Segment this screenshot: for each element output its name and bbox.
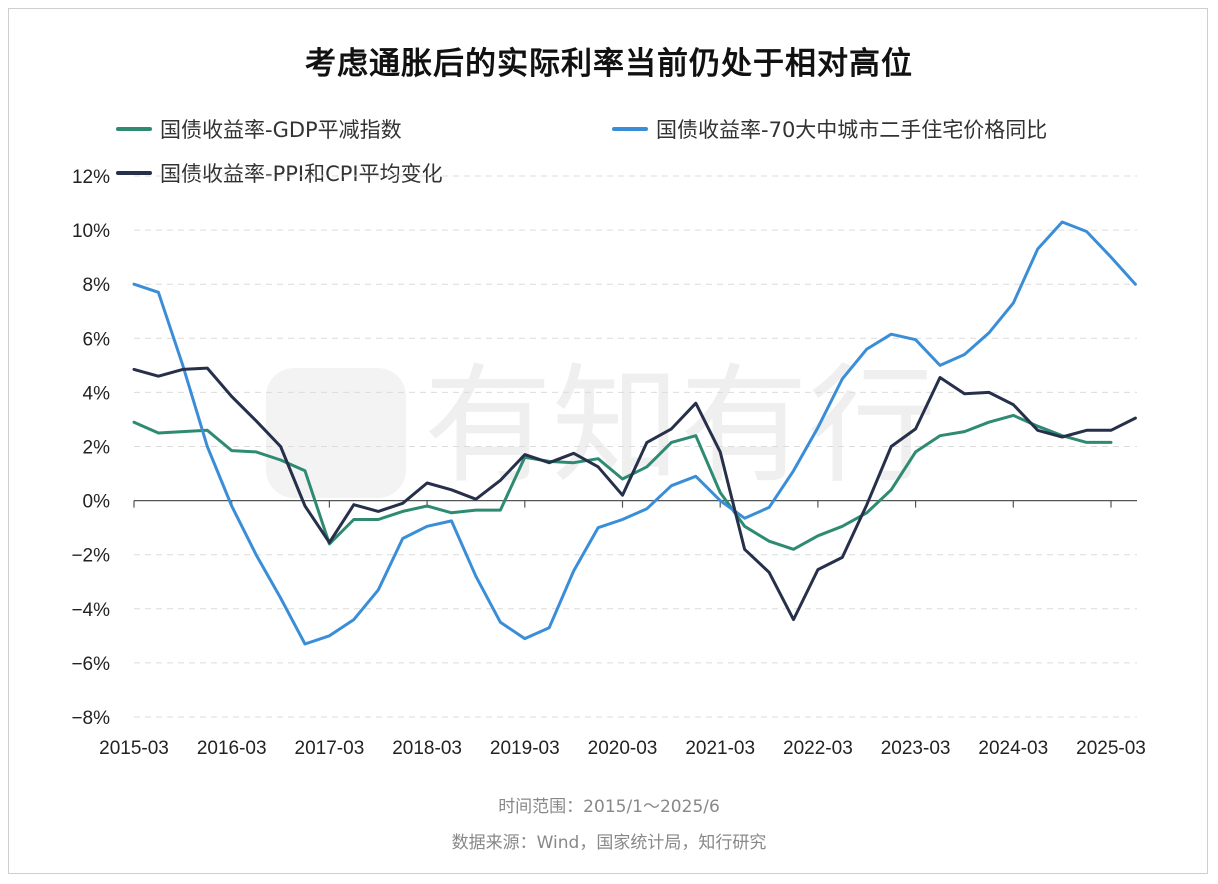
y-tick-label: 8% <box>83 275 111 296</box>
legend-item-ppi-cpi: 国债收益率-PPI和CPI平均变化 <box>116 158 443 188</box>
y-tick-label: −2% <box>71 546 110 567</box>
legend-swatch-housing <box>612 127 648 131</box>
time-range-note: 时间范围：2015/1～2025/6 <box>498 797 720 817</box>
watermark-text: 有知有行 <box>424 355 936 498</box>
x-tick-label: 2017-03 <box>295 738 365 759</box>
x-tick-label: 2023-03 <box>881 738 951 759</box>
x-tick-label: 2025-03 <box>1076 738 1146 759</box>
x-tick-label: 2022-03 <box>783 738 853 759</box>
y-tick-label: −4% <box>71 600 110 621</box>
legend-label-gdp: 国债收益率-GDP平减指数 <box>160 118 402 142</box>
source-note: 数据来源：Wind，国家统计局，知行研究 <box>451 833 767 853</box>
y-tick-label: 12% <box>72 167 110 188</box>
series-line-0 <box>132 413 1113 551</box>
legend-item-housing: 国债收益率-70大中城市二手住宅价格同比 <box>612 114 1047 144</box>
chart-title: 考虑通胀后的实际利率当前仍处于相对高位 <box>305 46 913 82</box>
watermark-logo <box>266 368 406 498</box>
chart-frame <box>8 8 1208 874</box>
legend-label-ppi-cpi: 国债收益率-PPI和CPI平均变化 <box>160 162 443 186</box>
series-line-1 <box>132 220 1137 646</box>
legend-swatch-gdp <box>116 127 152 131</box>
x-tick-label: 2018-03 <box>392 738 462 759</box>
x-tick-label: 2015-03 <box>99 738 169 759</box>
legend-item-gdp: 国债收益率-GDP平减指数 <box>116 114 402 144</box>
x-tick-label: 2020-03 <box>588 738 658 759</box>
y-tick-label: 6% <box>83 329 111 350</box>
x-tick-label: 2019-03 <box>490 738 560 759</box>
legend-swatch-ppi-cpi <box>116 171 152 175</box>
y-tick-label: −6% <box>71 654 110 675</box>
watermark: 有知有行 <box>266 355 936 498</box>
x-tick-label: 2016-03 <box>197 738 267 759</box>
y-tick-label: 4% <box>83 383 111 404</box>
y-tick-label: 2% <box>83 438 111 459</box>
y-tick-label: 10% <box>72 221 110 242</box>
legend-label-housing: 国债收益率-70大中城市二手住宅价格同比 <box>656 118 1048 142</box>
x-tick-label: 2024-03 <box>978 738 1048 759</box>
y-tick-label: −8% <box>71 708 110 729</box>
y-tick-label: 0% <box>83 492 111 513</box>
x-tick-label: 2021-03 <box>685 738 755 759</box>
series-line-2 <box>132 366 1137 622</box>
